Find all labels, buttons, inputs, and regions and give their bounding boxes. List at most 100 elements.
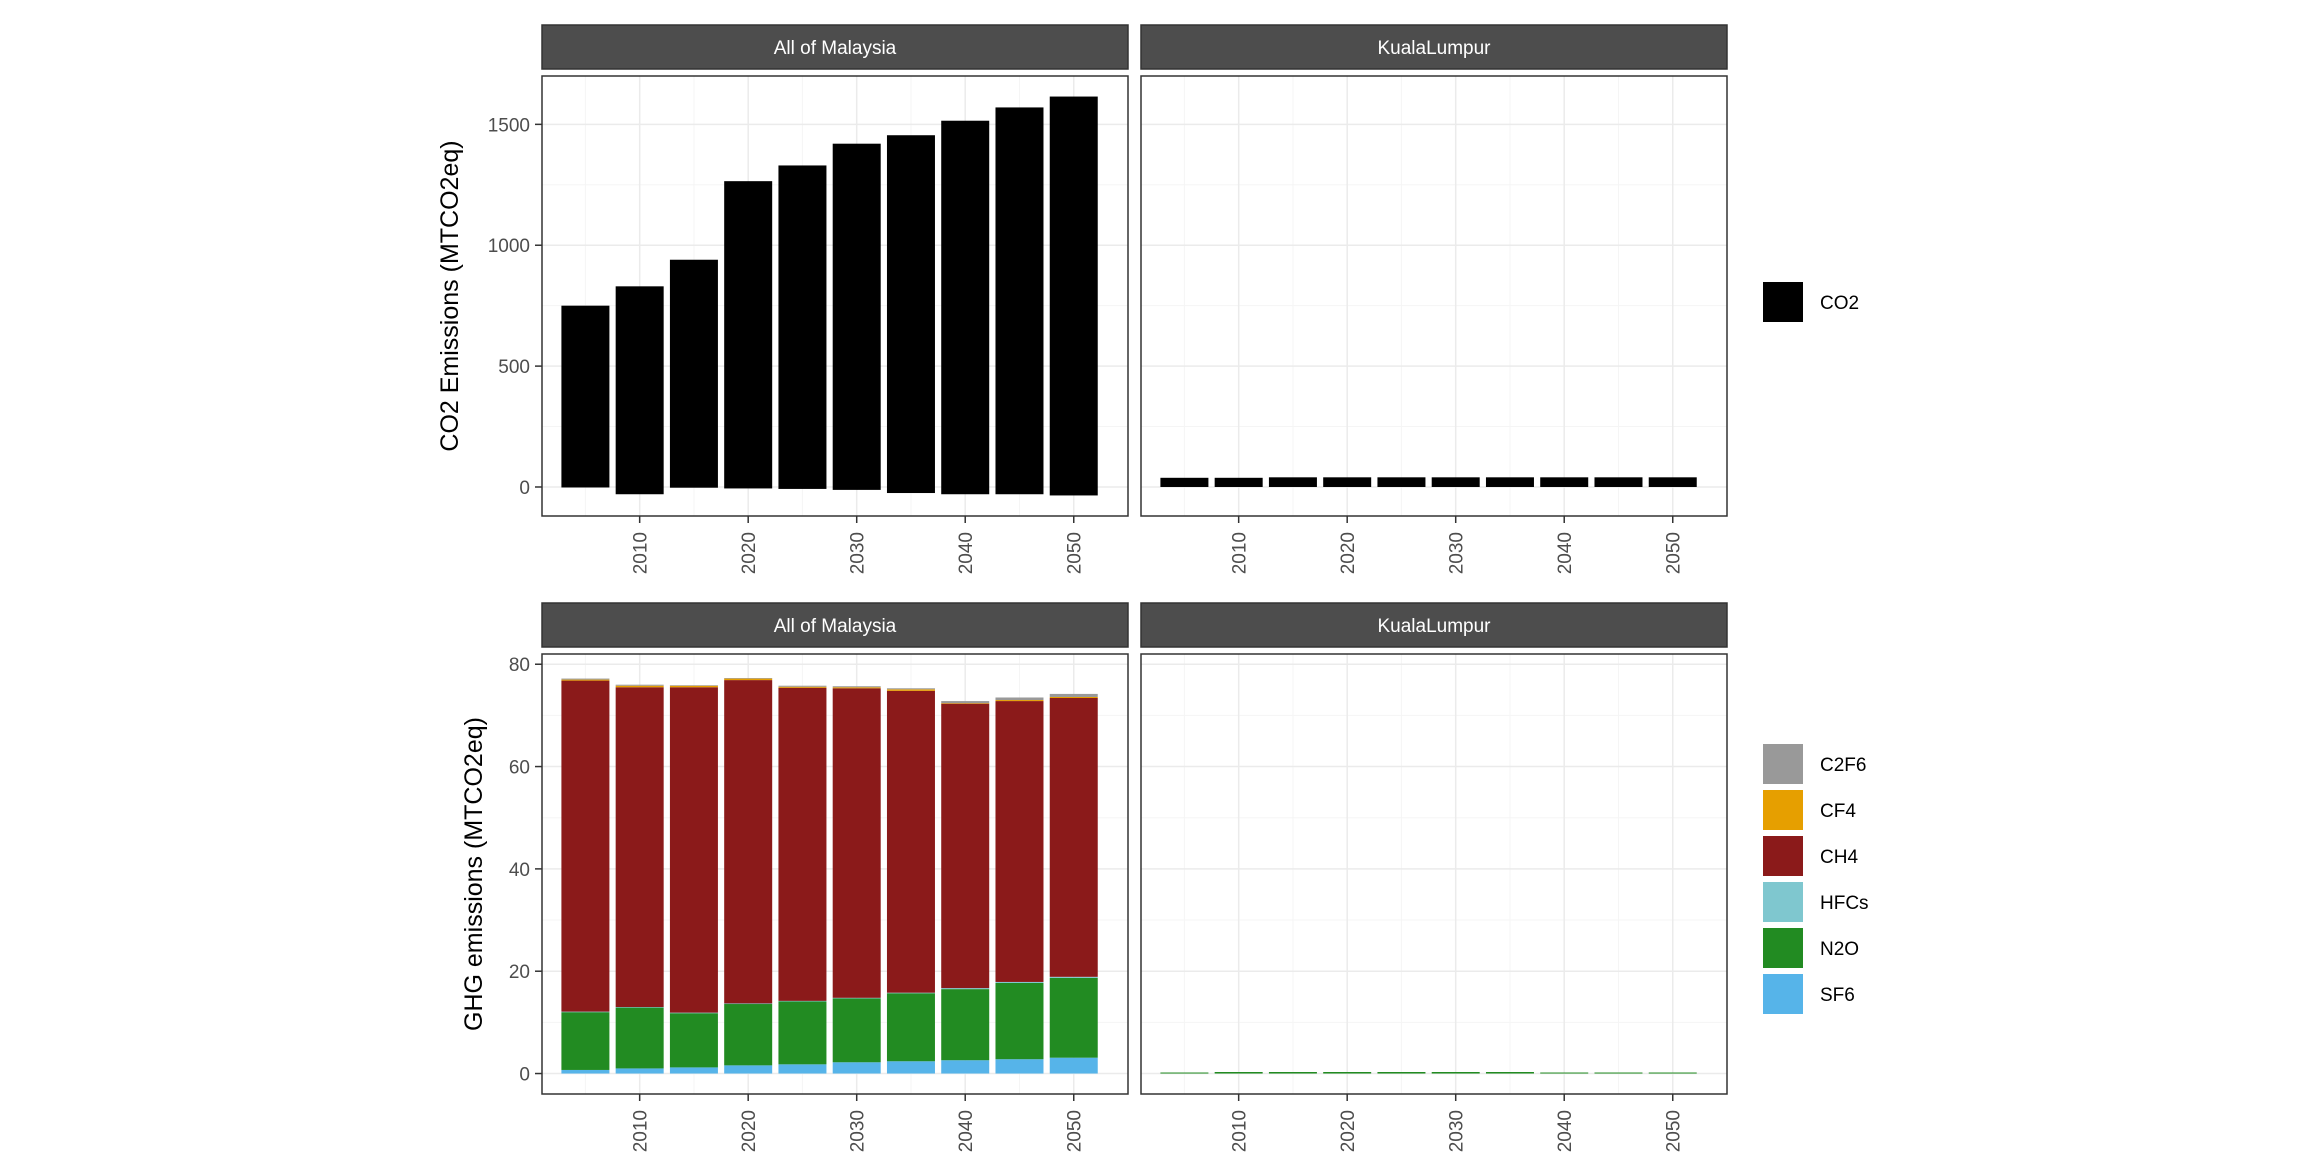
- x-tick-label: 2040: [1555, 532, 1576, 574]
- bar-segment-hfcs: [724, 1003, 773, 1005]
- legend-label: SF6: [1820, 985, 1855, 1006]
- y-tick-label: 1000: [488, 236, 530, 257]
- bar-segment-c2f6: [778, 685, 827, 687]
- legend-swatch: [1763, 974, 1803, 1014]
- panel-border: [541, 653, 1129, 1095]
- x-tick-label: 2010: [1230, 1110, 1251, 1152]
- facet-strip: [1140, 24, 1728, 70]
- bar-segment-cf4: [832, 687, 881, 689]
- bar-segment-sf6: [886, 1061, 935, 1074]
- y-tick-label: 500: [498, 357, 530, 378]
- bar-segment-hfcs: [941, 988, 990, 990]
- bar: [832, 143, 881, 490]
- x-tick-label: 2040: [1555, 1110, 1576, 1152]
- legend-label: CO2: [1820, 293, 1859, 314]
- facet-panel: All of Malaysia 2010 2020 2030 2040 2050 0 500 1…: [488, 24, 1129, 574]
- facet-strip-label: KualaLumpur: [1377, 38, 1491, 59]
- x-tick-label: 2040: [956, 532, 977, 574]
- bar: [886, 135, 935, 494]
- x-tick-label: 2020: [739, 1110, 760, 1152]
- bar-segment-n2o: [1485, 1072, 1534, 1074]
- bar-segment-cf4: [886, 689, 935, 691]
- panel-border: [541, 75, 1129, 517]
- bar-segment-n2o: [886, 993, 935, 1062]
- legend-label: CF4: [1820, 801, 1856, 822]
- x-tick-label: 2050: [1664, 1110, 1685, 1152]
- legend-swatch: [1763, 744, 1803, 784]
- bar-segment-n2o: [832, 998, 881, 1063]
- bar-segment-n2o: [1160, 1072, 1209, 1074]
- bar-segment-n2o: [724, 1003, 773, 1066]
- y-tick-label: 20: [509, 962, 530, 983]
- legend-swatch: [1763, 928, 1803, 968]
- bar: [1049, 96, 1098, 496]
- legend-label: N2O: [1820, 939, 1859, 960]
- legend: CO2: [1763, 282, 1859, 322]
- bar-segment-hfcs: [615, 1007, 664, 1008]
- bar-segment-hfcs: [832, 997, 881, 999]
- legend-swatch: [1763, 790, 1803, 830]
- bar-segment-ch4: [778, 687, 827, 1001]
- bar-segment-cf4: [669, 685, 718, 688]
- bar-segment-n2o: [1214, 1072, 1263, 1074]
- facet-strip-label: All of Malaysia: [774, 616, 897, 637]
- bar-segment-hfcs: [669, 1012, 718, 1014]
- bar-segment-n2o: [1594, 1072, 1643, 1074]
- bar-segment-sf6: [615, 1068, 664, 1074]
- bar-segment-n2o: [669, 1013, 718, 1068]
- panel-background: [1141, 76, 1727, 516]
- bar-segment-sf6: [778, 1064, 827, 1074]
- bar: [1377, 477, 1426, 487]
- bar-segment-hfcs: [1049, 976, 1098, 978]
- legend-swatch: [1763, 836, 1803, 876]
- y-axis-title: GHG emissions (MTCO2eq): [460, 717, 488, 1031]
- bar: [1160, 477, 1209, 487]
- legend-swatch: [1763, 882, 1803, 922]
- panel-border: [1140, 75, 1728, 517]
- bar: [1268, 477, 1317, 487]
- bar-segment-ch4: [724, 680, 773, 1004]
- x-tick-label: 2020: [739, 532, 760, 574]
- panel-border: [1140, 653, 1728, 1095]
- bar: [1214, 477, 1263, 487]
- x-tick-label: 2020: [1338, 1110, 1359, 1152]
- bar: [941, 120, 990, 495]
- bar: [1648, 477, 1697, 487]
- bar-segment-c2f6: [832, 686, 881, 688]
- bar-segment-sf6: [832, 1062, 881, 1074]
- bar: [615, 286, 664, 495]
- bar-segment-ch4: [941, 703, 990, 989]
- bar: [561, 305, 610, 488]
- bar: [669, 259, 718, 488]
- bar-segment-c2f6: [941, 701, 990, 704]
- x-tick-label: 2030: [1447, 532, 1468, 574]
- y-axis-title: CO2 Emissions (MTCO2eq): [436, 140, 464, 451]
- bar: [1323, 477, 1372, 487]
- bar-segment-n2o: [995, 982, 1044, 1060]
- bar-segment-ch4: [615, 687, 664, 1008]
- x-tick-label: 2030: [848, 532, 869, 574]
- x-tick-label: 2030: [1447, 1110, 1468, 1152]
- bar-segment-ch4: [832, 688, 881, 998]
- bar-segment-c2f6: [1049, 693, 1098, 697]
- bar-segment-ch4: [669, 687, 718, 1013]
- bar-segment-n2o: [1268, 1072, 1317, 1074]
- bar-segment-c2f6: [561, 678, 610, 680]
- y-tick-label: 0: [519, 1065, 530, 1086]
- bar-segment-ch4: [886, 690, 935, 993]
- x-tick-label: 2040: [956, 1110, 977, 1152]
- bar-segment-sf6: [1049, 1057, 1098, 1074]
- bar-segment-n2o: [941, 989, 990, 1061]
- facet-panel: KualaLumpur 2010 2020 2030 2040 2050: [1140, 24, 1728, 574]
- bar-segment-n2o: [1049, 977, 1098, 1058]
- bar-segment-n2o: [778, 1001, 827, 1065]
- bar-segment-cf4: [778, 686, 827, 688]
- facet-strip: [541, 24, 1129, 70]
- facet-strip-label: All of Malaysia: [774, 38, 897, 59]
- y-tick-label: 0: [519, 478, 530, 499]
- bar-segment-cf4: [615, 685, 664, 688]
- bar-segment-sf6: [724, 1065, 773, 1074]
- x-tick-label: 2010: [631, 532, 652, 574]
- bar-segment-cf4: [1049, 696, 1098, 698]
